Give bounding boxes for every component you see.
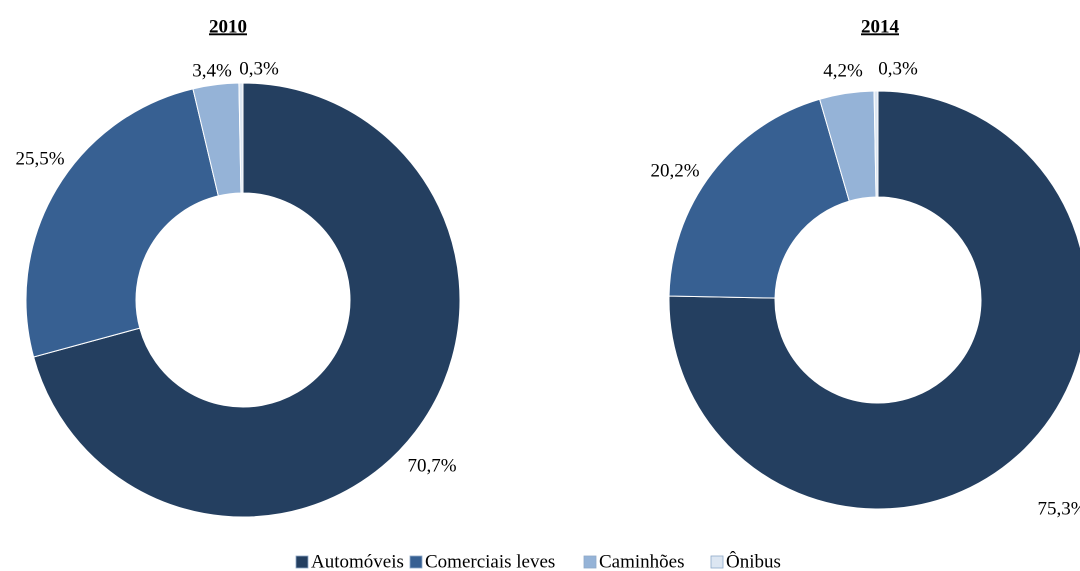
- legend-label: Caminhões: [599, 551, 685, 571]
- donut-slice: [668, 90, 1080, 510]
- data-label: 25,5%: [15, 148, 64, 169]
- donut-slice: [668, 98, 850, 299]
- legend-label: Ônibus: [726, 550, 781, 571]
- legend-label: Comerciais leves: [425, 551, 555, 571]
- donut-slice: [873, 90, 879, 198]
- legend-swatch: [295, 555, 309, 569]
- data-label: 20,2%: [650, 160, 699, 181]
- legend-swatch: [409, 555, 423, 569]
- donut-slice: [238, 82, 244, 194]
- data-label: 3,4%: [192, 60, 232, 81]
- data-label: 4,2%: [823, 60, 863, 81]
- chart-title: 2014: [861, 16, 900, 37]
- legend-label: Automóveis: [311, 551, 404, 571]
- data-label: 70,7%: [407, 455, 456, 476]
- legend-swatch: [710, 555, 724, 569]
- donut-slice: [33, 82, 461, 518]
- chart-title: 2010: [209, 16, 247, 37]
- data-label: 0,3%: [239, 58, 279, 79]
- donut-slice: [25, 88, 219, 358]
- data-label: 0,3%: [878, 58, 918, 79]
- legend-swatch: [583, 555, 597, 569]
- data-label: 75,3%: [1037, 498, 1080, 519]
